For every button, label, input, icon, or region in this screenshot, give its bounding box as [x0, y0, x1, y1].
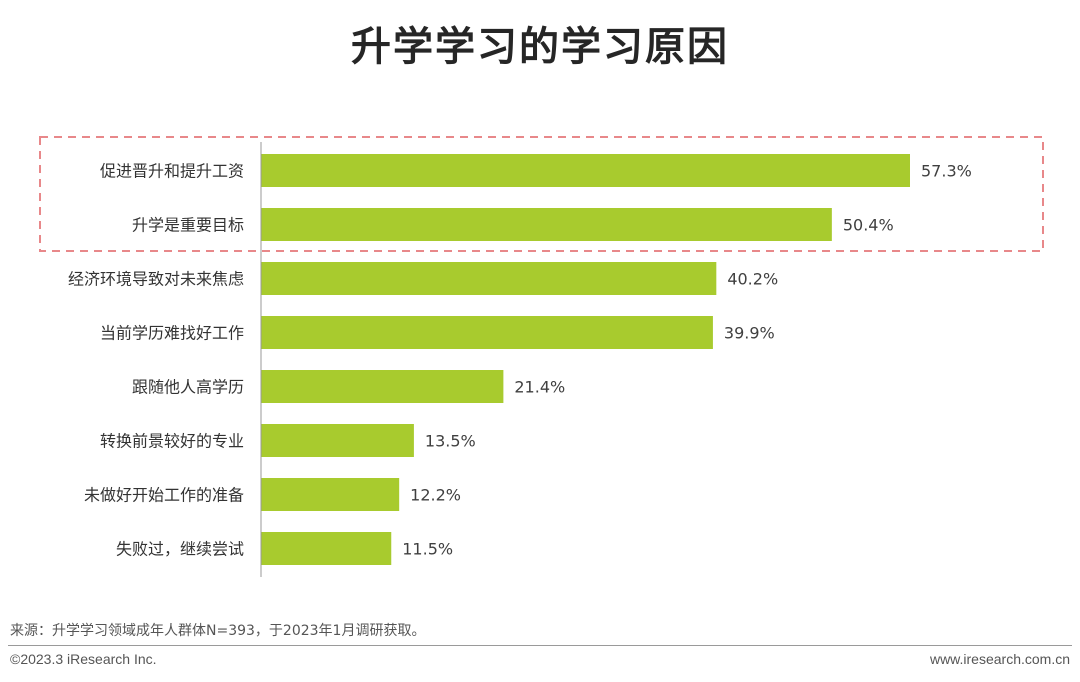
footer-divider — [8, 645, 1072, 646]
page-title: 升学学习的学习原因 — [351, 24, 729, 70]
value-label: 39.9% — [724, 324, 775, 343]
category-label: 跟随他人高学历 — [132, 378, 244, 397]
category-label: 当前学历难找好工作 — [100, 324, 244, 343]
value-label: 21.4% — [514, 378, 565, 397]
value-label: 50.4% — [843, 216, 894, 235]
category-label: 转换前景较好的专业 — [100, 432, 244, 451]
bar-1 — [261, 154, 910, 187]
highlight-box — [39, 136, 1044, 252]
bar-7 — [261, 478, 400, 511]
bar-chart: 促进晋升和提升工资 57.3% 升学是重要目标 50.4% 经济环境导致对未来焦虑 40.… — [39, 136, 1044, 577]
source-note: 来源：升学学习领域成年人群体N=393，于2023年1月调研获取。 — [10, 623, 426, 639]
category-label: 促进晋升和提升工资 — [100, 162, 244, 181]
bar-2 — [261, 208, 832, 241]
value-label: 13.5% — [425, 432, 476, 451]
category-label: 失败过，继续尝试 — [116, 540, 244, 559]
bar-8 — [261, 532, 392, 565]
value-label: 11.5% — [402, 540, 453, 559]
category-label: 升学是重要目标 — [132, 216, 244, 235]
value-label: 12.2% — [410, 486, 461, 505]
bar-4 — [261, 316, 713, 349]
bar-5 — [261, 370, 504, 403]
copyright-text: ©2023.3 iResearch Inc. — [10, 651, 157, 667]
bar-6 — [261, 424, 414, 457]
website-link[interactable]: www.iresearch.com.cn — [929, 651, 1070, 667]
value-label: 57.3% — [921, 162, 972, 181]
category-label: 未做好开始工作的准备 — [84, 486, 244, 505]
category-label: 经济环境导致对未来焦虑 — [68, 270, 244, 289]
value-label: 40.2% — [727, 270, 778, 289]
bar-3 — [261, 262, 717, 295]
